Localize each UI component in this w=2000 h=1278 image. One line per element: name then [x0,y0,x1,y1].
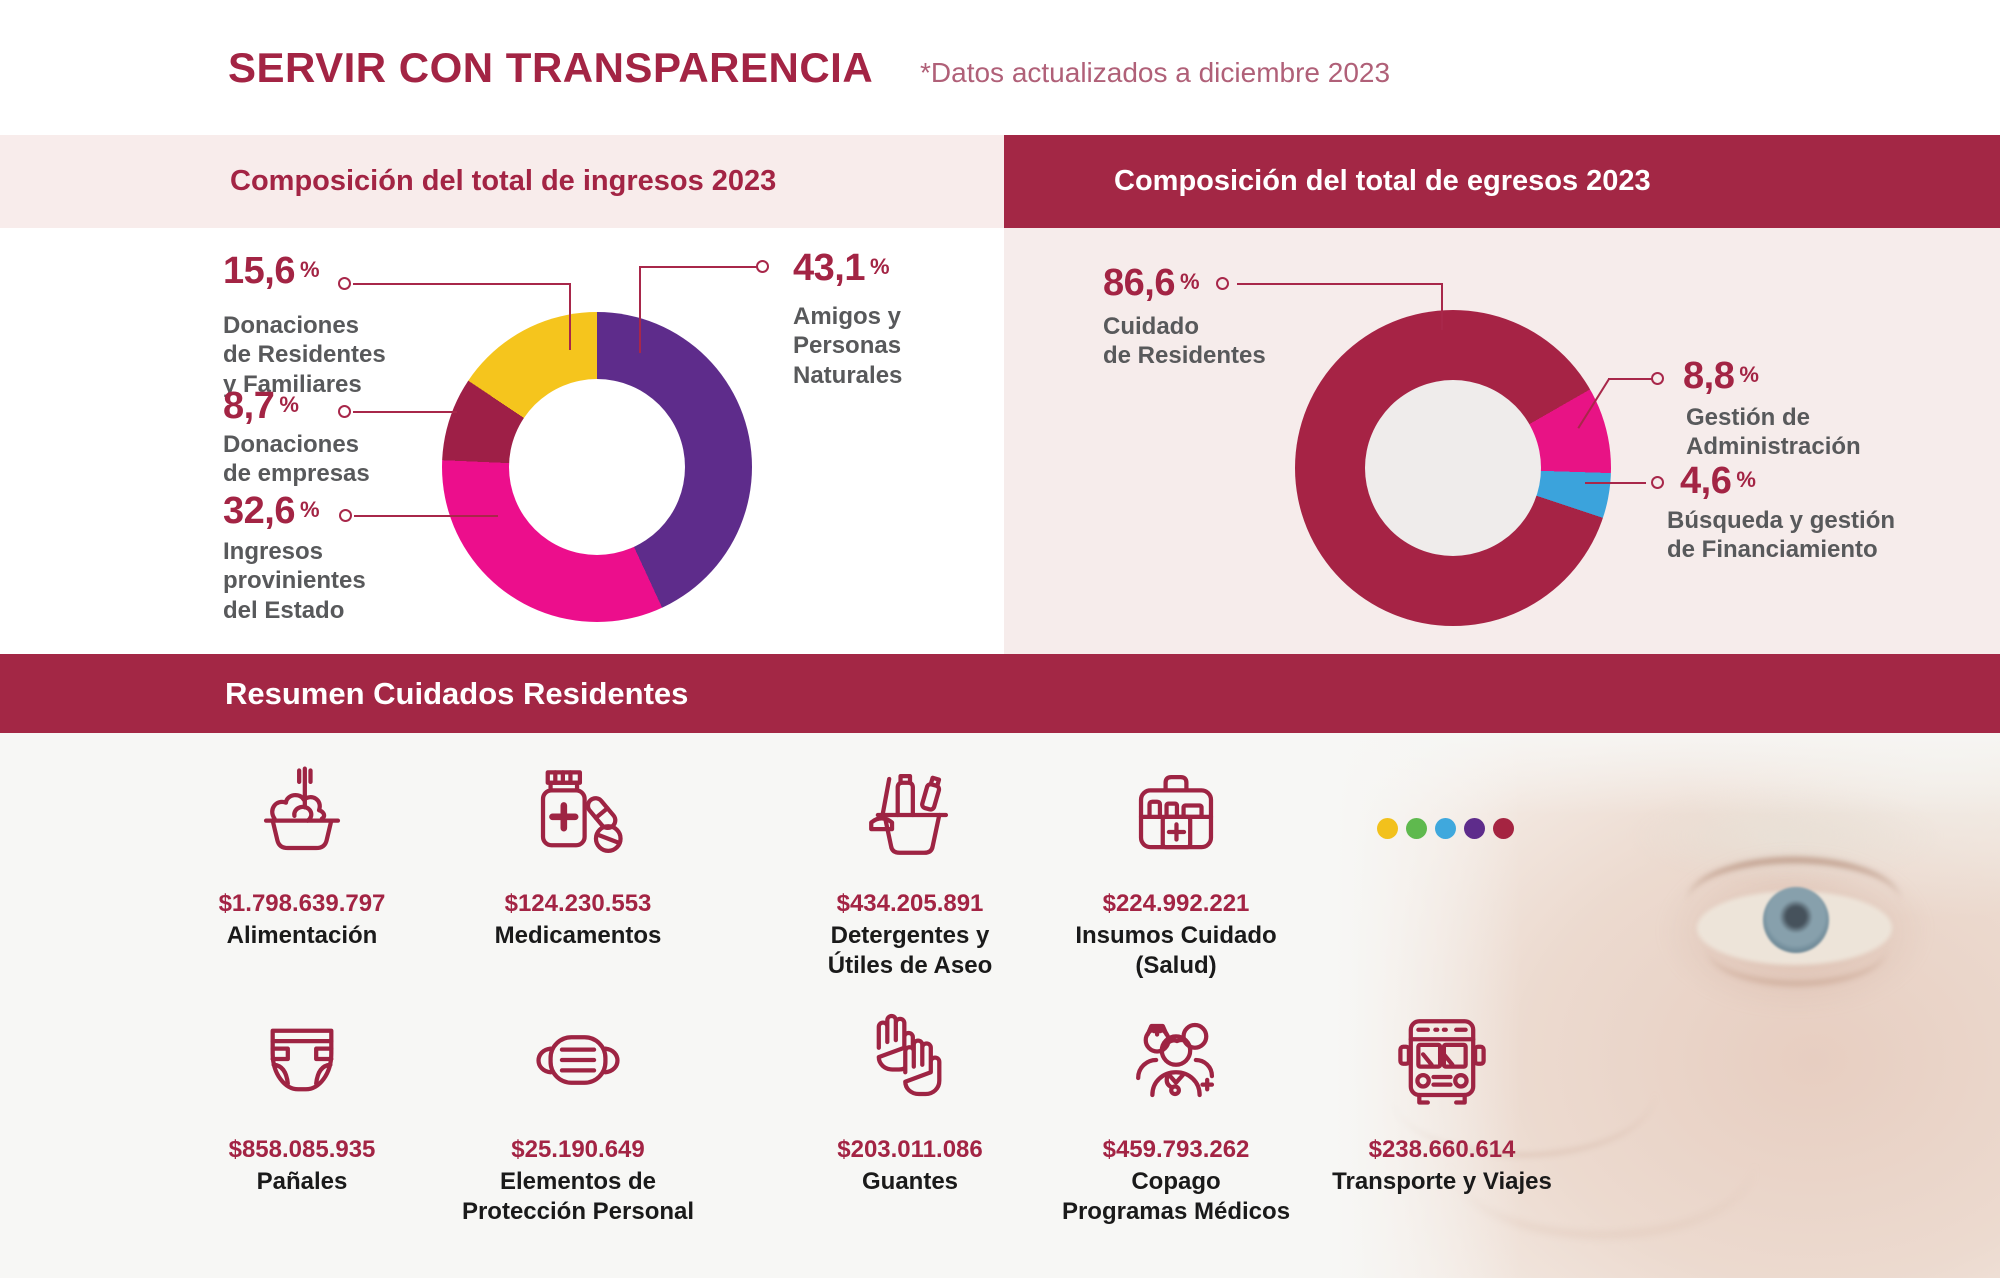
item-label: Insumos Cuidado (Salud) [1075,922,1277,979]
leader-dot [338,405,351,418]
purple-dot [1464,818,1485,839]
resumen-item-guantes: $203.011.086 Guantes [770,1008,1050,1197]
leader-line [353,411,457,413]
callout-amigos-value: 43,1% [793,247,890,289]
leader-line [353,283,571,285]
leader-line [1585,482,1646,484]
gloves-icon [858,1008,962,1112]
callout-amigos-label: Amigos y Personas Naturales [793,303,903,389]
callout-estado-value: 32,6% [223,490,320,532]
green-dot [1406,818,1427,839]
item-label: Alimentación [226,922,378,949]
leader-dot [339,509,352,522]
leader-dot [1216,277,1229,290]
egresos-header: Composición del total de egresos 2023 [1004,135,2000,228]
item-label: Pañales [256,1168,348,1195]
egresos-donut-chart [1295,310,1611,626]
item-label: Elementos de Protección Personal [461,1168,695,1225]
resumen-item-detergentes: $434.205.891 Detergentes y Útiles de Ase… [770,762,1050,981]
leader-line [1237,283,1443,285]
callout-donaciones-residentes-value: 15,6% [223,250,320,292]
page-title: SERVIR CON TRANSPARENCIA [228,44,874,91]
upper-eyelid-line [1687,857,1901,947]
item-label: Transporte y Viajes [1332,1168,1552,1195]
resumen-item-alimentacion: $1.798.639.797 Alimentación [162,762,442,951]
cleaning-icon [858,762,962,866]
callout-busqueda-label: Búsqueda y gestión de Financiamiento [1667,507,1896,564]
resumen-banner: Resumen Cuidados Residentes [0,654,2000,733]
item-amount: $1.798.639.797 [218,890,386,917]
leader-line [1441,283,1443,330]
resumen-item-proteccion: $25.190.649 Elementos de Protección Pers… [438,1008,718,1227]
item-amount: $858.085.935 [228,1136,376,1163]
diaper-icon [250,1008,354,1112]
ingresos-donut-chart [442,312,752,622]
ingresos-header: Composición del total de ingresos 2023 [0,135,1004,228]
item-label: Detergentes y Útiles de Aseo [827,922,993,979]
item-amount: $434.205.891 [836,890,984,917]
item-amount: $203.011.086 [837,1136,983,1163]
callout-gestion-label: Gestión de Administración [1686,404,1861,461]
medical-team-icon [1124,1008,1228,1112]
leader-dot [338,277,351,290]
callout-donaciones-empresas-value: 8,7% [223,385,299,427]
yellow-dot [1377,818,1398,839]
callout-gestion-value: 8,8% [1683,355,1759,397]
leader-dot [1651,476,1664,489]
mask-icon [526,1008,630,1112]
item-amount: $238.660.614 [1368,1136,1516,1163]
page-subtitle: *Datos actualizados a diciembre 2023 [920,57,1391,88]
item-label: Medicamentos [494,922,662,949]
eye-sclera [1697,891,1892,965]
callout-cuidado-value: 86,6% [1103,262,1200,304]
resumen-item-insumos: $224.992.221 Insumos Cuidado (Salud) [1036,762,1316,981]
lower-eyelid-line [1707,911,1887,986]
item-amount: $224.992.221 [1102,890,1250,917]
leader-line [639,266,641,353]
leader-line [354,515,498,517]
eye-iris [1763,887,1829,953]
food-icon [250,762,354,866]
first-aid-icon [1124,762,1228,866]
eye-socket-shading [1660,848,1930,1013]
callout-donaciones-empresas-label: Donaciones de empresas [223,431,370,488]
resumen-item-medicamentos: $124.230.553 Medicamentos [438,762,718,951]
leader-line [569,283,571,350]
red-dot [1493,818,1514,839]
eyebrow-shape [1630,788,1940,883]
leader-line [1608,378,1652,380]
leader-dot [1651,372,1664,385]
resumen-item-transporte: $238.660.614 Transporte y Viajes [1302,1008,1582,1197]
resumen-item-copago: $459.793.262 Copago Programas Médicos [1036,1008,1316,1227]
callout-estado-label: Ingresos provinientes del Estado [223,538,366,624]
resumen-item-panales: $858.085.935 Pañales [162,1008,442,1197]
leader-line [639,266,757,268]
item-amount: $459.793.262 [1102,1136,1250,1163]
bus-icon [1390,1008,1494,1112]
leader-dot [756,260,769,273]
item-amount: $25.190.649 [511,1136,645,1163]
color-dots-legend [1377,818,1514,839]
blue-dot [1435,818,1456,839]
item-amount: $124.230.553 [504,890,652,917]
callout-busqueda-value: 4,6% [1680,460,1756,502]
medicine-icon [526,762,630,866]
callout-donaciones-residentes-label: Donaciones de Residentes y Familiares [223,312,386,398]
item-label: Guantes [861,1168,959,1195]
callout-cuidado-label: Cuidado de Residentes [1103,313,1266,370]
item-label: Copago Programas Médicos [1061,1168,1291,1225]
